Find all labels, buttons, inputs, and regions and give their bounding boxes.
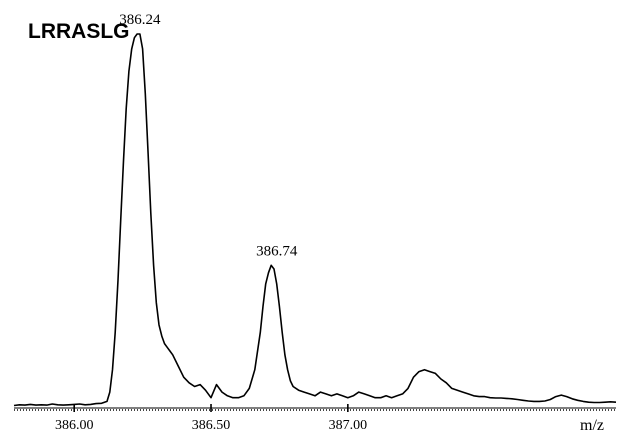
x-axis-ticks: 386.00 386.50 387.00 [14,404,616,433]
peak-labels: 386.24 386.74 [119,12,298,259]
x-tick-label: 386.00 [55,418,94,433]
chart-title: LRRASLG [28,20,130,43]
x-tick-label: 386.50 [192,418,231,433]
x-tick-label: 387.00 [329,418,368,433]
peak-label: 386.74 [256,243,298,259]
spectrum-line [13,33,617,407]
peak-label: 386.24 [119,12,161,28]
x-axis-label: m/z [580,417,604,434]
spectrum-series [13,33,617,407]
